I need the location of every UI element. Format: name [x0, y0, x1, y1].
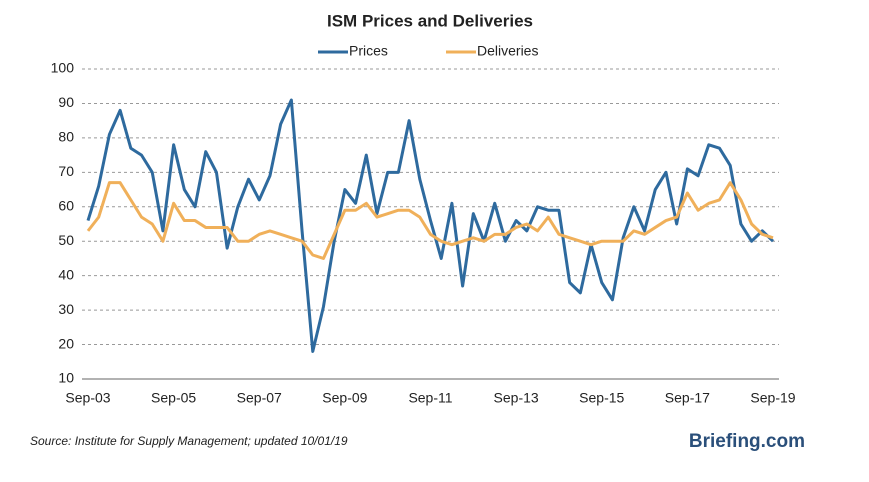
y-tick-label: 20: [58, 335, 74, 351]
y-tick-label: 60: [58, 197, 74, 213]
x-tick-label: Sep-13: [494, 390, 539, 406]
x-tick-label: Sep-15: [579, 390, 624, 406]
x-tick-label: Sep-11: [408, 390, 452, 406]
y-tick-label: 100: [51, 60, 75, 76]
legend-label: Prices: [349, 43, 388, 59]
brand: Briefing.com: [689, 431, 805, 452]
line-series: [86, 98, 775, 353]
x-tick-label: Sep-05: [151, 390, 196, 406]
x-tick-label: Sep-19: [750, 390, 795, 406]
y-tick-label: 70: [58, 163, 74, 179]
y-tick-label: 10: [58, 370, 74, 386]
x-tick-label: Sep-17: [665, 390, 710, 406]
x-tick-label: Sep-07: [237, 390, 282, 406]
source-note: Source: Institute for Supply Management;…: [30, 434, 348, 448]
y-tick-label: 80: [58, 129, 74, 145]
legend-label: Deliveries: [477, 43, 538, 59]
y-tick-label: 50: [58, 232, 74, 248]
x-tick-label: Sep-09: [322, 390, 367, 406]
y-tick-label: 30: [58, 301, 74, 317]
x-tick-label: Sep-03: [65, 390, 110, 406]
y-tick-label: 90: [58, 94, 74, 110]
line-series: [86, 181, 774, 260]
y-tick-label: 40: [58, 266, 74, 282]
chart-title: ISM Prices and Deliveries: [327, 11, 533, 30]
